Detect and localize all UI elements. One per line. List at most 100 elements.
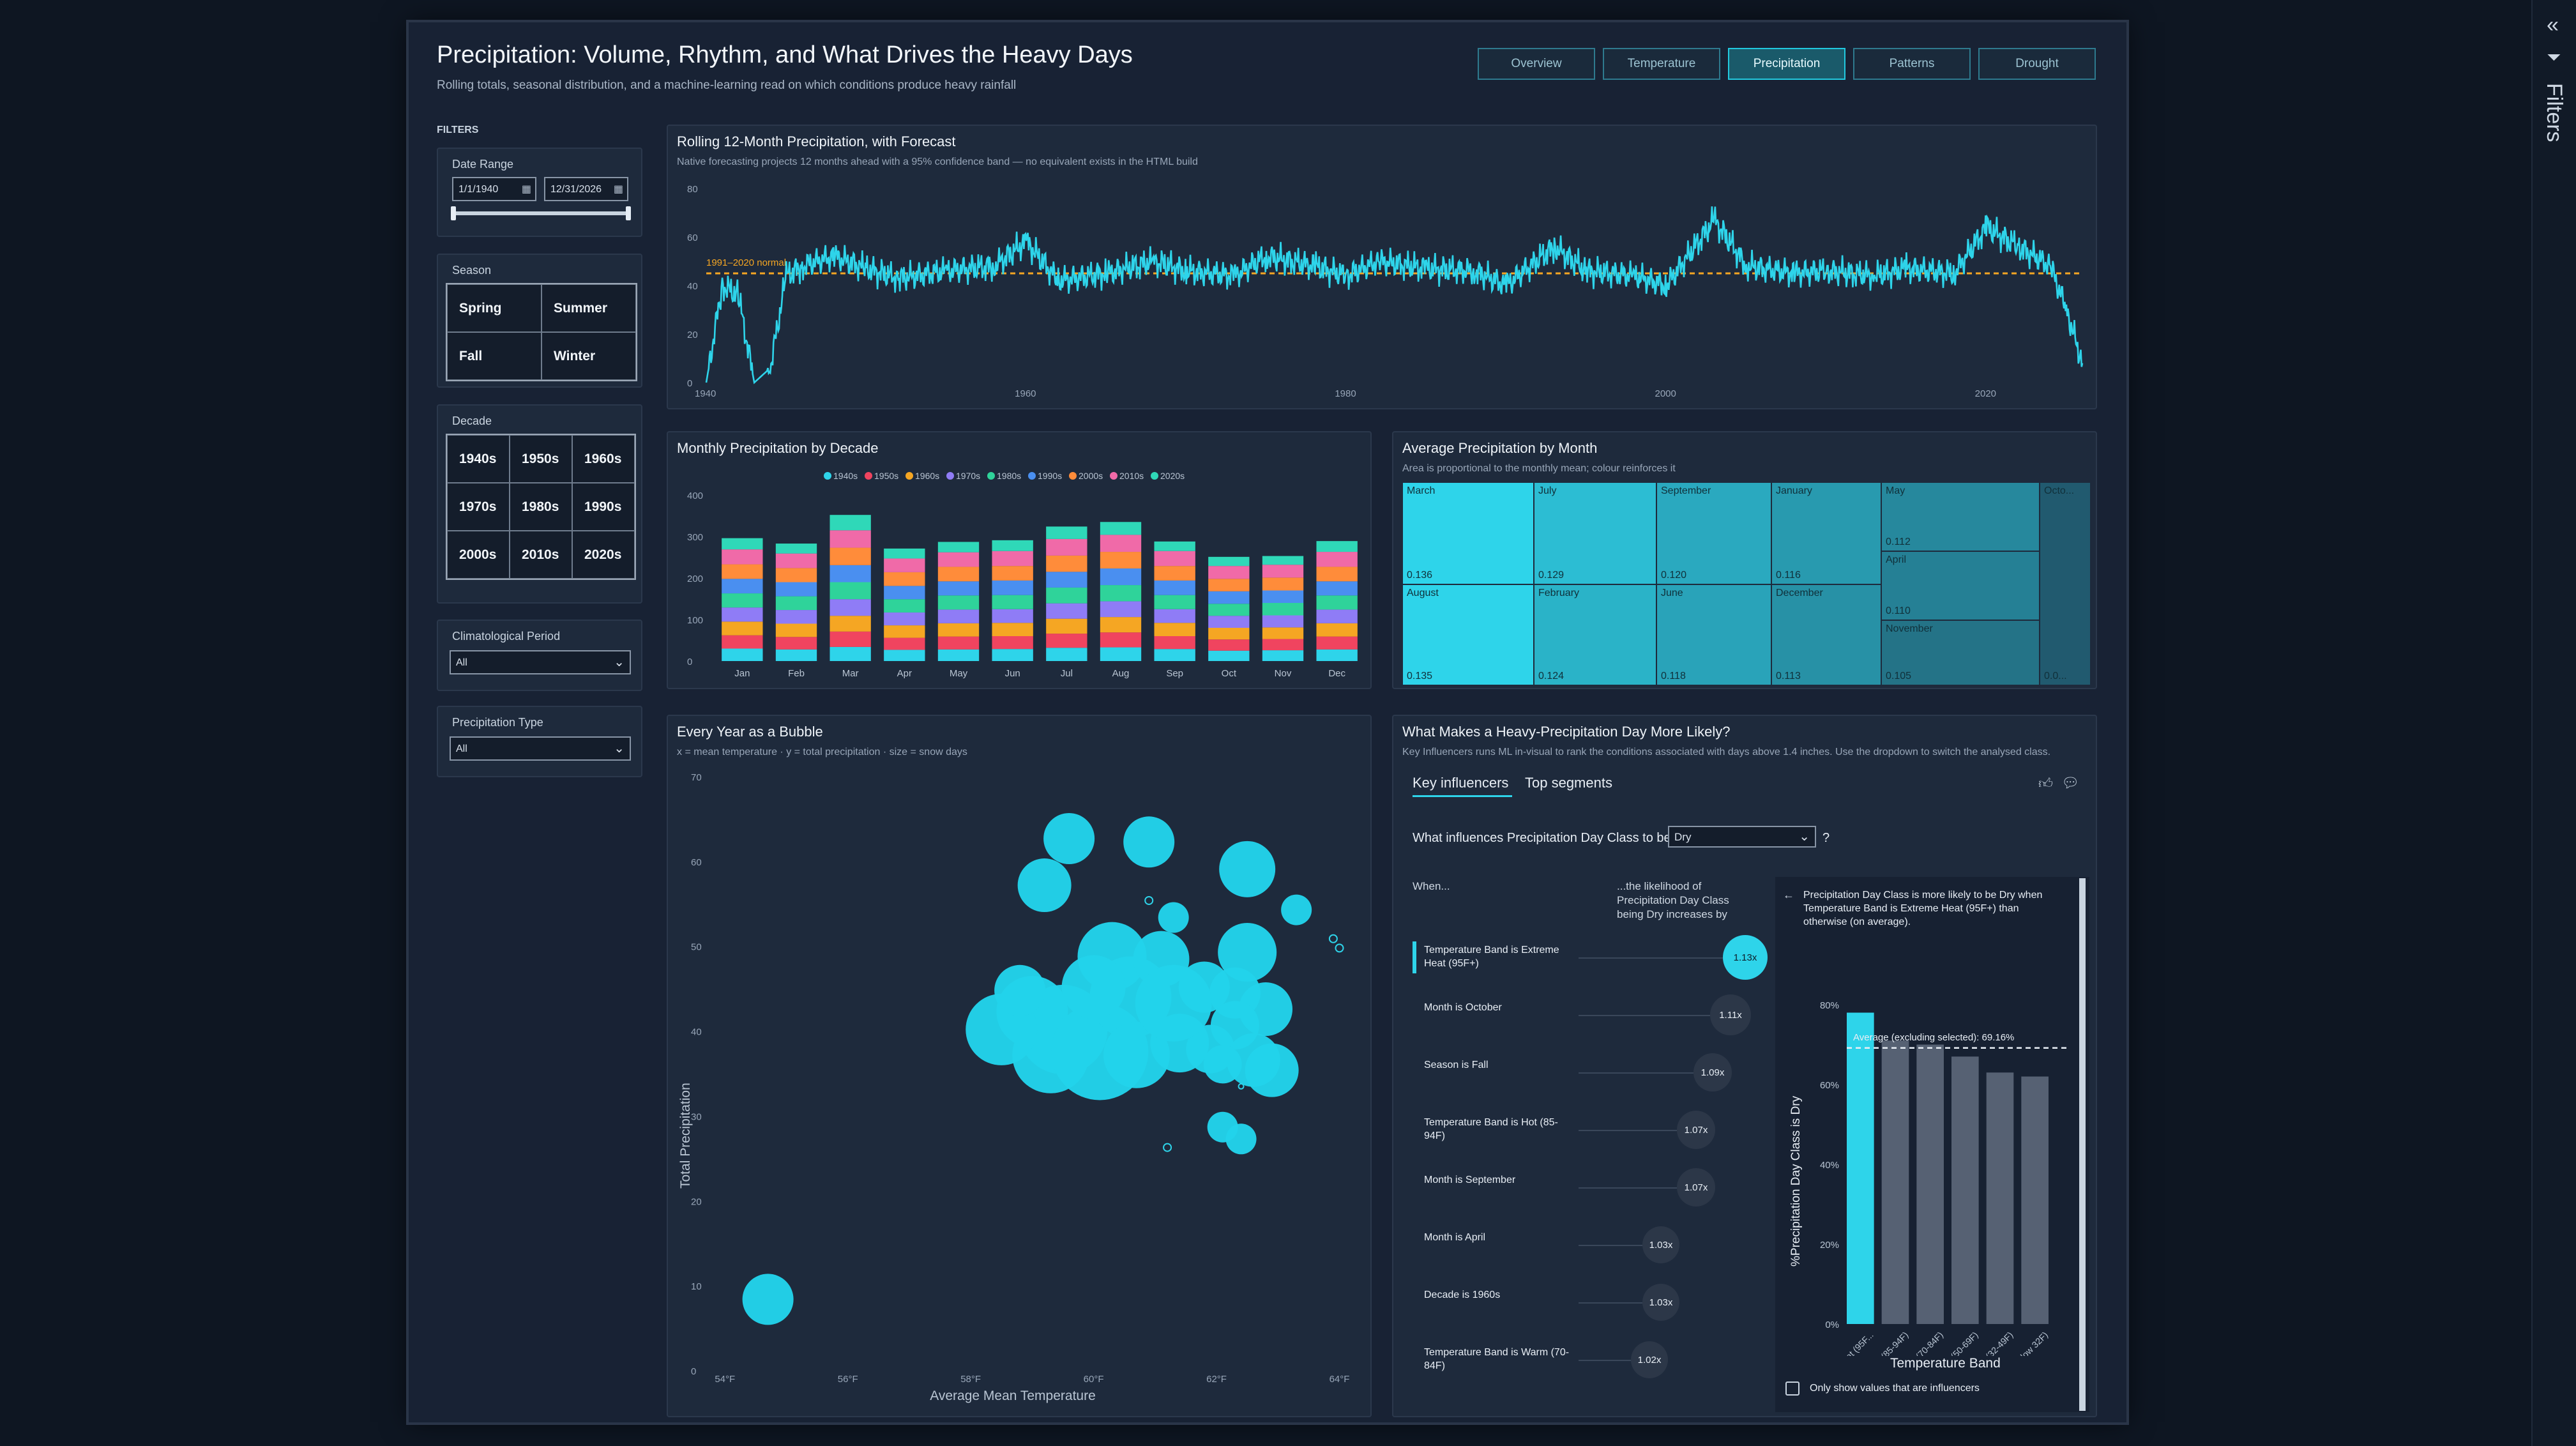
influencer-label[interactable]: Month is September — [1424, 1175, 1516, 1185]
bar-segment — [830, 547, 871, 565]
influencer-value-bubble[interactable]: 1.13x — [1723, 935, 1768, 980]
temperature-band-bar-chart[interactable]: 0% 20% 40% 60% 80% %Precipitation Day Class i… — [1775, 934, 2082, 1356]
normal-reference-label: 1991–2020 normal — [706, 257, 786, 268]
nav-overview-button[interactable]: Overview — [1478, 48, 1595, 80]
back-arrow-icon[interactable]: ← — [1783, 888, 1794, 901]
year-bubble — [1225, 1123, 1257, 1155]
end-date-input[interactable]: 12/31/2026 ▦ — [544, 177, 628, 201]
bar-segment — [1154, 541, 1195, 551]
treemap-value-label: 0.116 — [1776, 570, 1801, 581]
year-bubble — [1144, 895, 1154, 905]
influencer-value-bubble[interactable]: 1.07x — [1677, 1111, 1715, 1149]
thumbs-up-icon[interactable]: 👍︎ — [2038, 775, 2053, 791]
season-option-fall[interactable]: Fall — [447, 332, 542, 380]
treemap-cell-may[interactable]: May 0.112 — [1881, 482, 2040, 551]
x-tick-label: 1980 — [1335, 388, 1356, 399]
treemap-cell-august[interactable]: August 0.135 — [1402, 584, 1534, 685]
influencer-label[interactable]: Month is April — [1424, 1232, 1486, 1243]
influencer-label[interactable]: Decade is 1960s — [1424, 1290, 1501, 1300]
calendar-icon[interactable]: ▦ — [521, 184, 531, 195]
treemap-cell-february[interactable]: February 0.124 — [1534, 584, 1656, 685]
y-tick-label: 100 — [687, 615, 703, 626]
calendar-icon[interactable]: ▦ — [613, 184, 623, 195]
climatological-period-dropdown[interactable]: All ⌄ — [450, 650, 631, 674]
bar-segment — [1208, 650, 1250, 661]
influencer-label[interactable]: Temperature Band is Warm (70-84F) — [1424, 1347, 1570, 1371]
treemap-cell-march[interactable]: March 0.136 — [1402, 482, 1534, 584]
filters-rail[interactable]: « ⏷ Filters — [2531, 0, 2576, 1446]
season-option-winter[interactable]: Winter — [542, 332, 636, 380]
comment-icon[interactable]: 💬︎ — [2061, 775, 2079, 791]
influencer-label[interactable]: Temperature Band is Extreme Heat (95F+) — [1424, 945, 1559, 969]
influencer-value-bubble[interactable]: 1.07x — [1677, 1168, 1715, 1206]
detail-scrollbar[interactable] — [2079, 878, 2086, 1411]
nav-drought-button[interactable]: Drought — [1978, 48, 2096, 80]
influencer-label[interactable]: Month is October — [1424, 1002, 1502, 1013]
y-tick-label: 300 — [687, 532, 703, 543]
bubble-subtitle: x = mean temperature · y = total precipi… — [677, 747, 967, 757]
ki-likelihood-label: ...the likelihood of Precipitation Day C… — [1617, 880, 1729, 920]
influencer-label[interactable]: Season is Fall — [1424, 1060, 1489, 1070]
treemap-cell-november[interactable]: November 0.105 — [1881, 620, 2040, 685]
only-influencers-checkbox[interactable] — [1785, 1381, 1799, 1396]
rolling-line-chart[interactable]: 0 20 40 60 80 1940 1960 1980 2000 2020 1991–2020 n… — [668, 126, 2098, 411]
season-option-spring[interactable]: Spring — [447, 284, 542, 332]
tab-top-segments[interactable]: Top segments — [1525, 775, 1612, 791]
decade-option-2000s[interactable]: 2000s — [447, 531, 510, 579]
bar-segment — [937, 552, 980, 567]
treemap-cell-april[interactable]: April 0.110 — [1881, 551, 2040, 620]
decade-option-2020s[interactable]: 2020s — [572, 531, 635, 579]
influencer-value-bubble[interactable]: 1.09x — [1693, 1053, 1732, 1092]
decade-option-1980s[interactable]: 1980s — [510, 483, 572, 531]
nav-patterns-button[interactable]: Patterns — [1853, 48, 1971, 80]
decade-option-1960s[interactable]: 1960s — [572, 435, 635, 483]
year-bubble-chart[interactable]: 0 10 20 30 40 50 60 70 54°F 56°F 58°F 60°F 62°F 64°F A… — [668, 716, 1373, 1419]
chevron-down-icon[interactable]: ⌄ — [614, 655, 625, 669]
slider-start-handle[interactable] — [451, 206, 456, 220]
treemap-cell-december[interactable]: December 0.113 — [1771, 584, 1881, 685]
treemap-cell-september[interactable]: September 0.120 — [1656, 482, 1771, 584]
treemap-cell-january[interactable]: January 0.116 — [1771, 482, 1881, 584]
decade-option-1970s[interactable]: 1970s — [447, 483, 510, 531]
treemap-cell-july[interactable]: July 0.129 — [1534, 482, 1656, 584]
bar-segment — [1046, 587, 1087, 604]
bar-segment — [1154, 636, 1195, 650]
nav-temperature-button[interactable]: Temperature — [1603, 48, 1720, 80]
chevron-down-icon[interactable]: ⌄ — [1799, 830, 1810, 844]
month-treemap[interactable]: March 0.136 August 0.135 July 0.129 February 0.… — [1402, 482, 2091, 685]
influencer-value-bubble[interactable]: 1.03x — [1642, 1284, 1679, 1321]
decade-option-1950s[interactable]: 1950s — [510, 435, 572, 483]
start-date-input[interactable]: 1/1/1940 ▦ — [452, 177, 536, 201]
temperature-band-bar — [1986, 1072, 2014, 1324]
influencer-value-bubble[interactable]: 1.03x — [1642, 1226, 1679, 1263]
slider-end-handle[interactable] — [626, 206, 631, 220]
chevron-down-icon[interactable]: ⌄ — [614, 742, 625, 756]
decade-option-1940s[interactable]: 1940s — [447, 435, 510, 483]
decade-option-2010s[interactable]: 2010s — [510, 531, 572, 579]
influencer-label[interactable]: Temperature Band is Hot (85-94F) — [1424, 1117, 1558, 1141]
decade-option-1990s[interactable]: 1990s — [572, 483, 635, 531]
season-option-summer[interactable]: Summer — [542, 284, 636, 332]
year-bubble — [1043, 812, 1095, 864]
treemap-cell-octo[interactable]: Octo... 0.0... — [2040, 482, 2091, 685]
date-range-slider[interactable] — [452, 211, 630, 215]
filter-icon[interactable]: ⏷ — [2547, 47, 2561, 67]
precipitation-type-dropdown[interactable]: All ⌄ — [450, 736, 631, 761]
influencer-value-bubble[interactable]: 1.02x — [1631, 1341, 1668, 1378]
legend-label-1960s: 1960s — [915, 471, 939, 481]
class-dropdown[interactable]: Dry ⌄ — [1668, 826, 1816, 848]
y-tick-label: 60 — [691, 857, 702, 868]
x-axis-title: Average Mean Temperature — [930, 1389, 1096, 1403]
tab-key-influencers[interactable]: Key influencers — [1413, 775, 1509, 791]
bar-segment — [992, 580, 1033, 595]
help-icon[interactable]: ? — [1822, 831, 1830, 845]
bar-segment — [1208, 604, 1250, 616]
nav-precipitation-button[interactable]: Precipitation — [1728, 48, 1845, 80]
treemap-cell-june[interactable]: June 0.118 — [1656, 584, 1771, 685]
legend-label-1950s: 1950s — [874, 471, 898, 481]
double-chevron-left-icon[interactable]: « — [2547, 13, 2559, 37]
monthly-stacked-bar-chart[interactable]: 1940s 1950s 1960s 1970s 1980s 1990s 2000s 2010s… — [668, 432, 1373, 690]
treemap-month-label: Octo... — [2044, 485, 2075, 496]
ki-subtitle: Key Influencers runs ML in-visual to ran… — [1402, 747, 2051, 757]
influencer-value-bubble[interactable]: 1.11x — [1710, 994, 1751, 1035]
